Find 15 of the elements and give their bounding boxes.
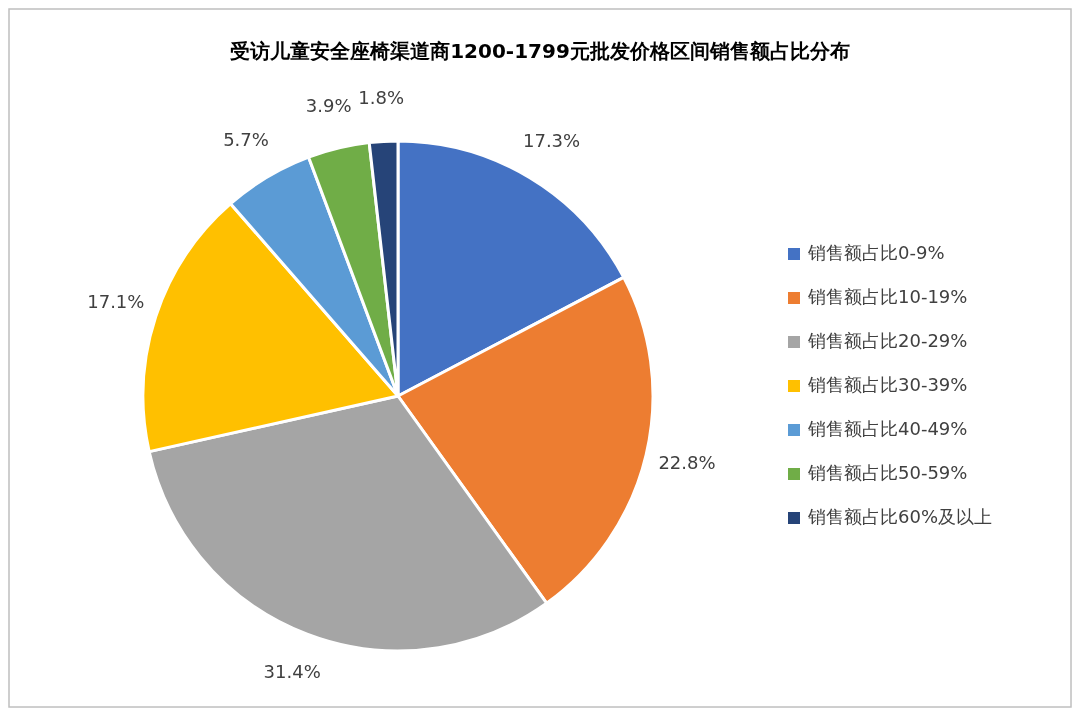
data-label: 3.9% [305,95,352,117]
legend-label: 销售额占比0-9% [807,242,945,263]
legend-label: 销售额占比40-49% [807,418,968,439]
data-label: 1.8% [358,87,405,109]
data-label: 5.7% [223,128,269,150]
data-label: 22.8% [658,452,716,474]
legend-label: 销售额占比20-29% [807,330,968,351]
legend-label: 销售额占比60%及以上 [807,506,993,527]
legend-label: 销售额占比30-39% [807,374,968,395]
data-label: 31.4% [263,661,321,683]
legend-label: 销售额占比10-19% [807,286,968,307]
data-label: 17.3% [522,129,581,151]
data-label: 17.1% [87,291,145,313]
legend-label: 销售额占比50-59% [807,462,968,483]
chart-title: 受访儿童安全座椅渠道商1200-1799元批发价格区间销售额占比分布 [230,39,850,63]
